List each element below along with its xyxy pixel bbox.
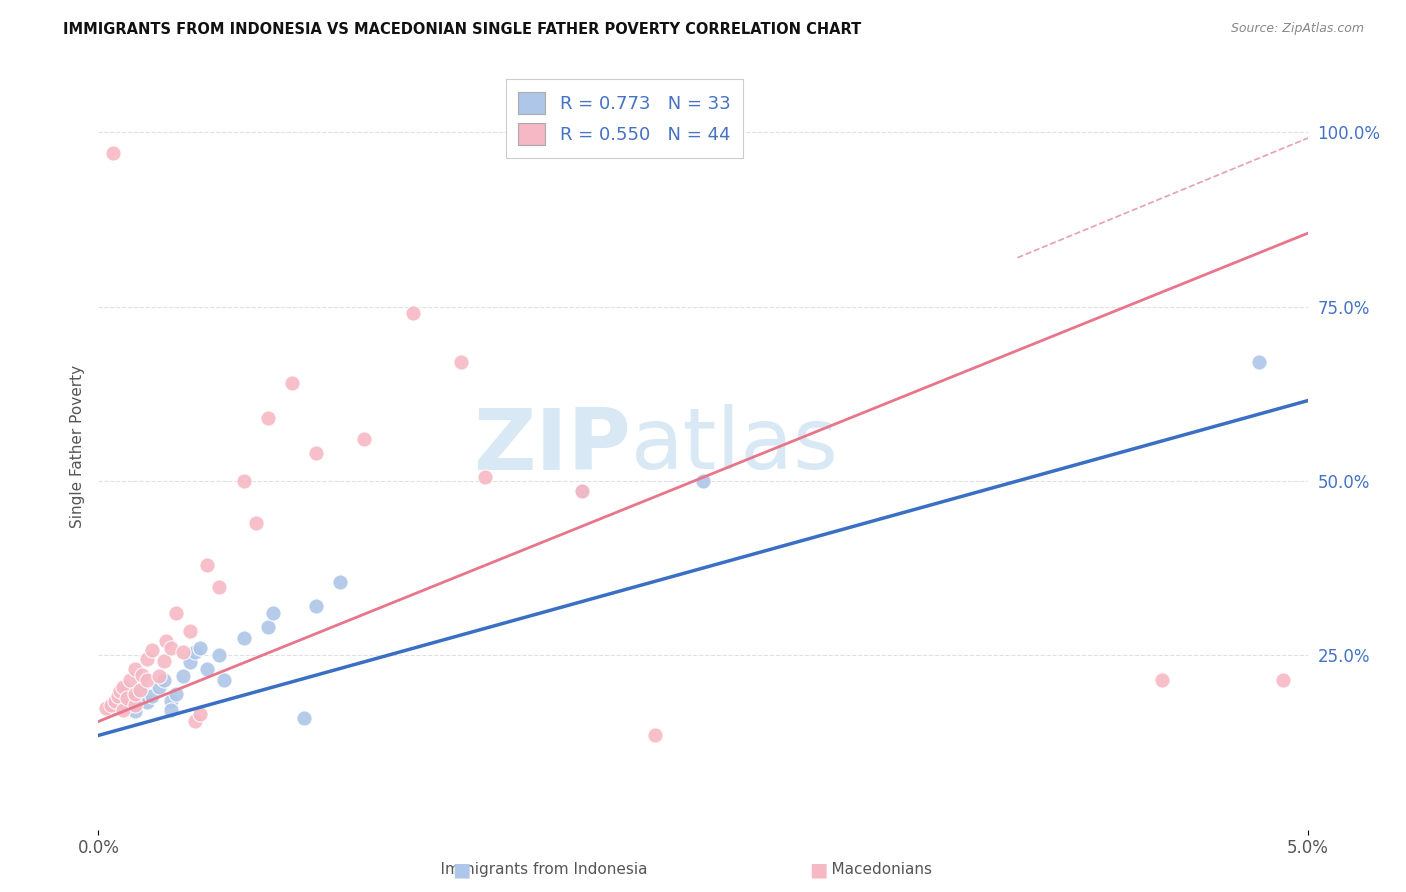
Point — [212, 673, 235, 687]
Point — [100, 700, 122, 714]
Point — [329, 574, 352, 589]
Point — [111, 703, 134, 717]
Point — [292, 711, 315, 725]
Point — [131, 667, 153, 681]
Point — [128, 687, 150, 701]
Point — [184, 645, 207, 659]
Point — [111, 680, 134, 694]
Point — [281, 376, 304, 391]
Point — [474, 470, 496, 484]
Point — [108, 684, 131, 698]
Point — [152, 673, 174, 687]
Point — [402, 306, 425, 320]
Point — [107, 689, 129, 703]
Point — [111, 687, 134, 701]
Point — [165, 687, 187, 701]
Point — [141, 642, 163, 657]
Point — [1249, 355, 1271, 369]
Point — [160, 693, 183, 707]
Point — [184, 714, 207, 729]
Point — [571, 484, 593, 499]
Point — [305, 446, 328, 460]
Point — [155, 634, 177, 648]
Point — [111, 693, 134, 707]
Point — [124, 662, 146, 676]
Point — [124, 698, 146, 713]
Point — [256, 620, 278, 634]
Point — [179, 624, 201, 638]
Text: atlas: atlas — [630, 404, 838, 488]
Point — [124, 687, 146, 701]
Point — [692, 474, 714, 488]
Point — [100, 698, 122, 713]
Point — [188, 641, 211, 656]
Legend: R = 0.773   N = 33, R = 0.550   N = 44: R = 0.773 N = 33, R = 0.550 N = 44 — [506, 79, 744, 158]
Point — [450, 355, 472, 369]
Text: ■: ■ — [808, 860, 828, 880]
Point — [172, 669, 194, 683]
Point — [179, 655, 201, 669]
Point — [117, 691, 139, 706]
Point — [101, 146, 124, 161]
Text: Immigrants from Indonesia: Immigrants from Indonesia — [420, 863, 648, 877]
Point — [160, 641, 183, 656]
Point — [135, 651, 157, 665]
Point — [107, 697, 129, 711]
Point — [124, 690, 146, 704]
Point — [195, 558, 218, 572]
Point — [208, 648, 231, 663]
Point — [152, 654, 174, 668]
Point — [195, 662, 218, 676]
Point — [131, 683, 153, 698]
Point — [644, 143, 666, 157]
Point — [571, 484, 593, 499]
Point — [135, 695, 157, 709]
Point — [118, 696, 141, 710]
Point — [1272, 673, 1295, 687]
Point — [644, 728, 666, 742]
Point — [160, 703, 183, 717]
Point — [94, 700, 117, 714]
Text: Source: ZipAtlas.com: Source: ZipAtlas.com — [1230, 22, 1364, 36]
Point — [118, 673, 141, 687]
Point — [1152, 673, 1174, 687]
Point — [208, 580, 231, 594]
Point — [148, 680, 170, 694]
Point — [117, 698, 139, 713]
Point — [232, 631, 254, 645]
Point — [256, 411, 278, 425]
Text: ■: ■ — [451, 860, 471, 880]
Text: IMMIGRANTS FROM INDONESIA VS MACEDONIAN SINGLE FATHER POVERTY CORRELATION CHART: IMMIGRANTS FROM INDONESIA VS MACEDONIAN … — [63, 22, 862, 37]
Point — [172, 645, 194, 659]
Text: ZIP: ZIP — [472, 404, 630, 488]
Point — [135, 673, 157, 687]
Point — [188, 707, 211, 722]
Point — [104, 693, 127, 707]
Point — [232, 474, 254, 488]
Point — [305, 599, 328, 614]
Point — [165, 607, 187, 621]
Point — [245, 516, 267, 530]
Y-axis label: Single Father Poverty: Single Father Poverty — [69, 365, 84, 527]
Point — [128, 683, 150, 698]
Point — [148, 669, 170, 683]
Point — [141, 689, 163, 703]
Text: Macedonians: Macedonians — [811, 863, 932, 877]
Point — [262, 607, 284, 621]
Point — [353, 432, 375, 446]
Point — [124, 704, 146, 718]
